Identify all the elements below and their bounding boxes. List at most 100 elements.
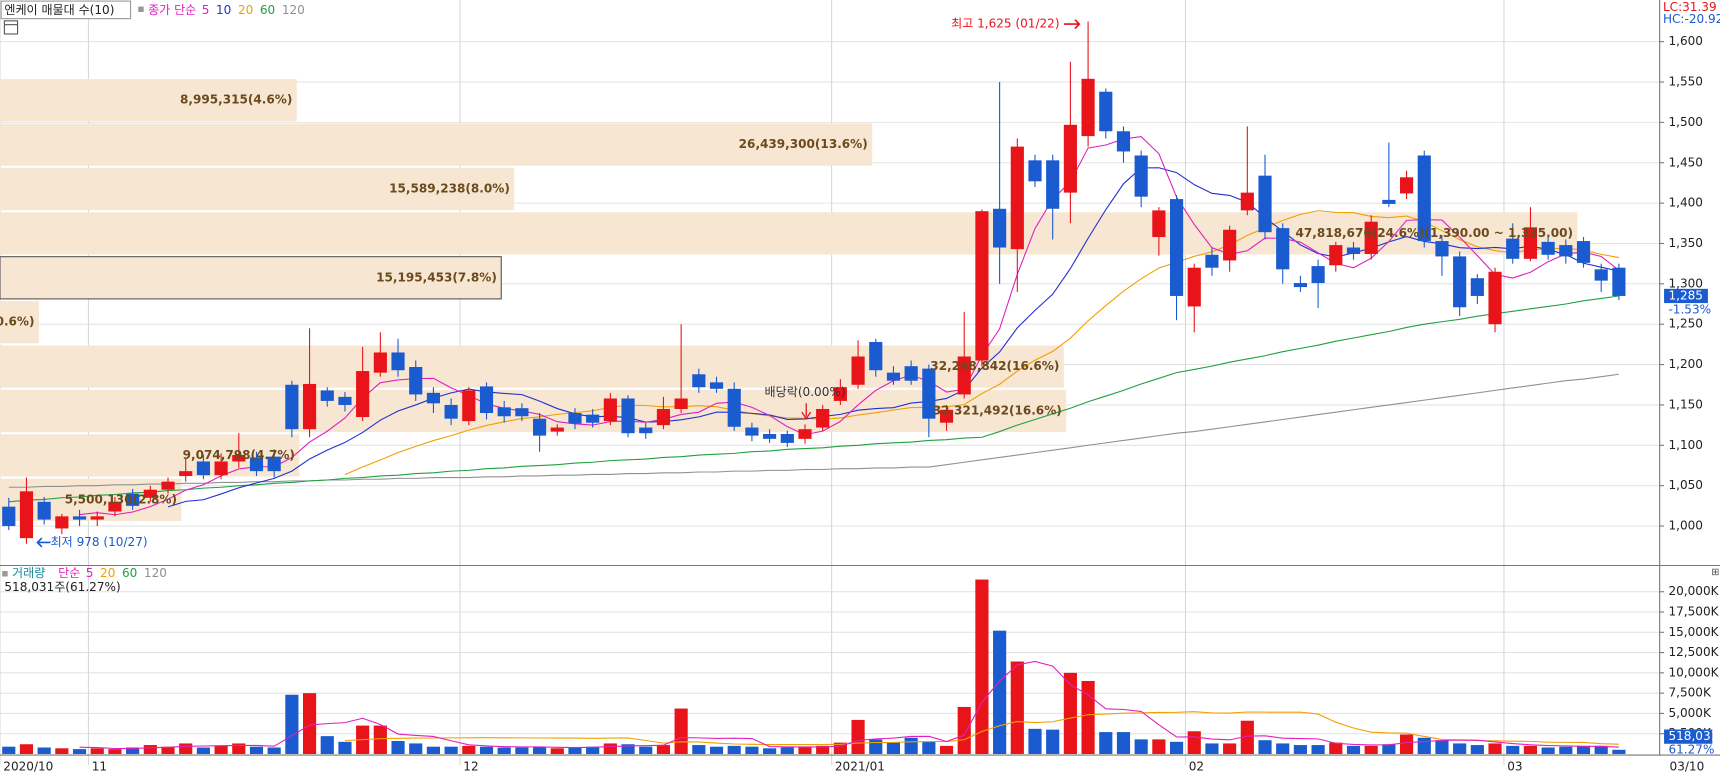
volume-bar	[497, 747, 511, 754]
candle-body	[1364, 221, 1378, 254]
candle-body	[568, 413, 582, 424]
ma120-line	[8, 373, 1619, 488]
y-tick-label: 1,200	[1668, 357, 1703, 371]
candle-body	[886, 372, 901, 381]
volume-bar	[285, 694, 299, 754]
candle-body	[780, 434, 794, 443]
volume-bar	[444, 746, 458, 754]
candle-body	[1470, 278, 1484, 296]
volume-bar	[763, 748, 777, 754]
volume-bar	[55, 748, 69, 754]
volume-bar	[727, 745, 741, 754]
legend-marker	[2, 570, 8, 577]
candle-body	[267, 456, 281, 472]
candle-body	[143, 489, 157, 498]
volume-bar	[1346, 745, 1361, 754]
volume-bar	[1099, 732, 1113, 754]
candle-body	[550, 427, 564, 432]
candle-body	[1435, 241, 1449, 257]
dividend-arrow	[801, 403, 812, 420]
y-tick-label: 1,450	[1668, 155, 1703, 169]
volume-bar	[1258, 740, 1272, 754]
volume-bar	[1010, 661, 1024, 754]
change-label: -1.53%	[1668, 303, 1711, 317]
candle-body	[320, 390, 334, 401]
y-tick-label: 1,600	[1668, 34, 1703, 48]
candle-body	[1329, 245, 1343, 266]
volume-bar	[249, 746, 264, 754]
indicator-box[interactable]	[0, 0, 132, 20]
volume-bar	[1116, 732, 1131, 754]
volume-profile-label: 15,589,238(8.0%)	[389, 181, 510, 195]
ma60-line	[8, 295, 1619, 503]
volume-bar	[833, 742, 847, 754]
last-volume-tag	[1664, 729, 1713, 744]
candle-body	[1046, 160, 1060, 209]
volume-bar	[37, 747, 51, 754]
volume-profile-label: 32,248,842(16.6%)	[930, 359, 1059, 373]
candle-body	[426, 392, 441, 404]
volume-bar	[869, 739, 883, 754]
volume-bar	[72, 749, 87, 754]
candle-body	[356, 371, 370, 418]
volume-bar	[214, 745, 228, 754]
volume-profile-label: 32,321,492(16.6%)	[933, 404, 1062, 418]
lc-label: LC:31.39	[1663, 0, 1717, 14]
volume-bar	[1063, 672, 1077, 754]
candle-body	[1417, 155, 1431, 242]
ma-legend-period: 120	[282, 3, 305, 17]
volume-bar	[780, 747, 794, 754]
ma5-line	[79, 135, 1620, 516]
candle-body	[1028, 160, 1042, 182]
volume-bar	[568, 747, 582, 754]
volume-bar	[267, 747, 281, 754]
volume-bar	[586, 746, 600, 754]
candle-body	[904, 366, 918, 381]
candle-body	[1453, 256, 1467, 308]
candle-body	[338, 396, 352, 405]
candle-body	[444, 404, 458, 419]
ma-legend-period: 10	[216, 3, 231, 17]
candle-body	[1099, 91, 1113, 132]
volume-ma20-line	[344, 711, 1619, 746]
candle-body	[19, 491, 34, 539]
volume-bar	[1028, 728, 1042, 754]
x-tick-label: 2020/10	[3, 760, 53, 774]
volume-bar	[2, 746, 16, 754]
candle-body	[586, 414, 600, 423]
dividend-annotation: 배당락(0.00%)	[765, 385, 846, 399]
candle-body	[1187, 267, 1201, 307]
candle-body	[1399, 177, 1414, 194]
candle-body	[1576, 241, 1591, 263]
candle-body	[2, 506, 16, 527]
candle-body	[179, 471, 193, 476]
candle-body	[1594, 269, 1608, 281]
volume-tick-label: 5,000K	[1668, 706, 1712, 720]
volume-bar	[851, 719, 865, 754]
calendar-icon[interactable]	[3, 20, 19, 35]
volume-bar	[1293, 745, 1307, 754]
indicator-label[interactable]: 엔케이 매물대 수(10)	[4, 3, 114, 17]
volume-bar	[939, 745, 954, 754]
candle-body	[479, 386, 494, 414]
volume-bar	[656, 745, 671, 754]
candle-body	[869, 341, 883, 371]
y-tick-label: 1,100	[1668, 438, 1703, 452]
volume-bar	[603, 743, 617, 754]
volume-tick-label: 7,500K	[1668, 686, 1712, 700]
candle-body	[285, 384, 299, 430]
volume-tick-label: 12,500K	[1668, 645, 1719, 659]
volume-profile-bar	[0, 79, 297, 122]
candle-body	[249, 457, 264, 472]
volume-bar	[621, 744, 635, 754]
volume-profile-bar	[0, 256, 502, 300]
volume-bar	[1205, 743, 1219, 754]
last-price-label: 1,285	[1668, 288, 1703, 302]
y-tick-label: 1,400	[1668, 196, 1703, 210]
legend-marker	[138, 6, 144, 13]
candle-body	[621, 398, 635, 434]
ma-legend-period: 60	[260, 3, 275, 17]
x-tick-label: 11	[92, 760, 107, 774]
panel-toggle[interactable]: ⊞	[1711, 567, 1719, 578]
